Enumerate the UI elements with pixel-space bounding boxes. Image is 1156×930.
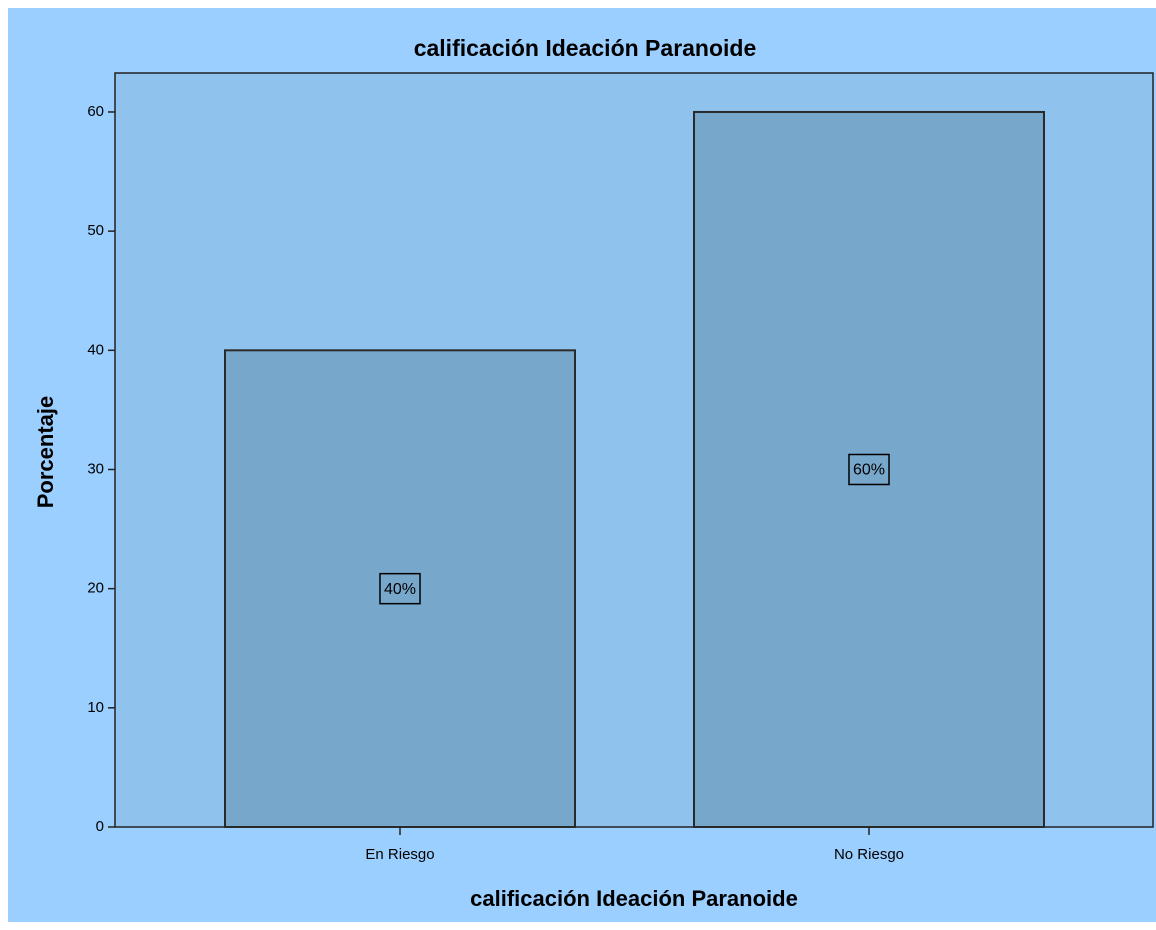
value-label-box [848,453,890,486]
y-tick-label: 50 [87,222,104,239]
y-tick-label: 40 [87,341,104,358]
y-tick-label: 0 [96,818,104,835]
y-axis-label: Porcentaje [33,396,58,509]
y-tick-label: 10 [87,699,104,716]
y-tick-label: 20 [87,580,104,597]
chart-title: calificación Ideación Paranoide [414,35,757,61]
x-axis-label: calificación Ideación Paranoide [470,886,798,911]
y-tick-label: 60 [87,103,104,120]
value-label: 40% [384,581,416,598]
x-tick-label: En Riesgo [365,846,434,863]
value-label-box [379,572,421,605]
value-label: 60% [853,462,885,479]
y-tick-label: 30 [87,460,104,477]
x-tick-label: No Riesgo [834,846,904,863]
